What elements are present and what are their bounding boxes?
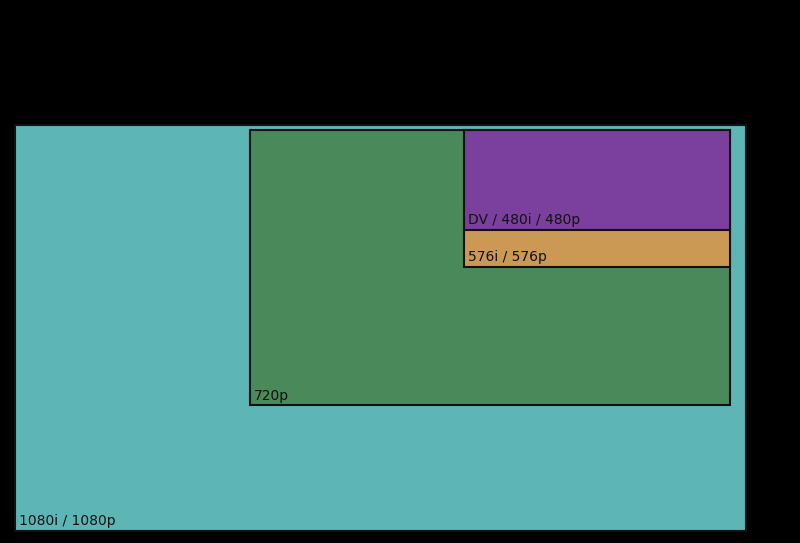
Text: 720p: 720p: [254, 389, 289, 403]
Bar: [250, 130, 730, 405]
Text: DV / 480i / 480p: DV / 480i / 480p: [468, 213, 580, 227]
Bar: [464, 230, 730, 267]
Bar: [464, 130, 730, 230]
Text: 1080i / 1080p: 1080i / 1080p: [19, 514, 116, 528]
Bar: [15, 125, 746, 531]
Text: 576i / 576p: 576i / 576p: [468, 250, 547, 264]
